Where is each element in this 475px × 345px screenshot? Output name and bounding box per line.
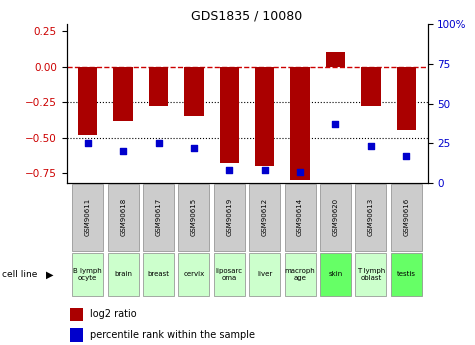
- Text: brain: brain: [114, 271, 132, 277]
- Bar: [361, 67, 380, 106]
- Point: [296, 169, 304, 175]
- Title: GDS1835 / 10080: GDS1835 / 10080: [191, 10, 303, 23]
- Point: [332, 121, 339, 127]
- FancyBboxPatch shape: [391, 253, 422, 296]
- FancyBboxPatch shape: [143, 253, 174, 296]
- Bar: [70, 308, 83, 321]
- Bar: [219, 67, 239, 163]
- Bar: [255, 67, 275, 166]
- Point: [402, 153, 410, 159]
- Point: [155, 140, 162, 146]
- Text: GSM90619: GSM90619: [226, 198, 232, 236]
- FancyBboxPatch shape: [214, 184, 245, 251]
- Text: B lymph
ocyte: B lymph ocyte: [73, 268, 102, 281]
- FancyBboxPatch shape: [249, 184, 280, 251]
- Point: [190, 145, 198, 151]
- FancyBboxPatch shape: [178, 184, 209, 251]
- FancyBboxPatch shape: [320, 253, 351, 296]
- Text: GSM90620: GSM90620: [332, 198, 339, 236]
- FancyBboxPatch shape: [107, 253, 139, 296]
- Text: GSM90611: GSM90611: [85, 198, 91, 236]
- FancyBboxPatch shape: [391, 184, 422, 251]
- Text: macroph
age: macroph age: [285, 268, 315, 281]
- Text: GSM90612: GSM90612: [262, 198, 268, 236]
- Bar: [184, 67, 204, 116]
- Text: GSM90615: GSM90615: [191, 198, 197, 236]
- Bar: [326, 52, 345, 67]
- Bar: [290, 67, 310, 180]
- Point: [226, 167, 233, 173]
- Bar: [114, 67, 133, 120]
- Text: percentile rank within the sample: percentile rank within the sample: [90, 330, 255, 340]
- Point: [367, 144, 375, 149]
- Text: ▶: ▶: [46, 269, 53, 279]
- FancyBboxPatch shape: [285, 184, 316, 251]
- Text: breast: breast: [148, 271, 170, 277]
- FancyBboxPatch shape: [72, 253, 103, 296]
- FancyBboxPatch shape: [355, 253, 387, 296]
- FancyBboxPatch shape: [72, 184, 103, 251]
- FancyBboxPatch shape: [107, 184, 139, 251]
- Text: liver: liver: [257, 271, 272, 277]
- FancyBboxPatch shape: [320, 184, 351, 251]
- Text: GSM90613: GSM90613: [368, 198, 374, 236]
- FancyBboxPatch shape: [214, 253, 245, 296]
- Text: cell line: cell line: [2, 270, 38, 279]
- Text: GSM90616: GSM90616: [403, 198, 409, 236]
- Bar: [70, 328, 83, 342]
- Text: GSM90614: GSM90614: [297, 198, 303, 236]
- Text: skin: skin: [328, 271, 342, 277]
- Text: log2 ratio: log2 ratio: [90, 309, 137, 319]
- Bar: [397, 67, 416, 130]
- Text: GSM90618: GSM90618: [120, 198, 126, 236]
- FancyBboxPatch shape: [355, 184, 387, 251]
- Point: [119, 148, 127, 154]
- Bar: [149, 67, 168, 106]
- Text: cervix: cervix: [183, 271, 205, 277]
- Point: [261, 167, 268, 173]
- FancyBboxPatch shape: [178, 253, 209, 296]
- FancyBboxPatch shape: [285, 253, 316, 296]
- Text: testis: testis: [397, 271, 416, 277]
- Point: [84, 140, 92, 146]
- Bar: [78, 67, 97, 135]
- FancyBboxPatch shape: [249, 253, 280, 296]
- Text: liposarc
oma: liposarc oma: [216, 268, 243, 281]
- Text: GSM90617: GSM90617: [155, 198, 162, 236]
- Text: T lymph
oblast: T lymph oblast: [357, 268, 385, 281]
- FancyBboxPatch shape: [143, 184, 174, 251]
